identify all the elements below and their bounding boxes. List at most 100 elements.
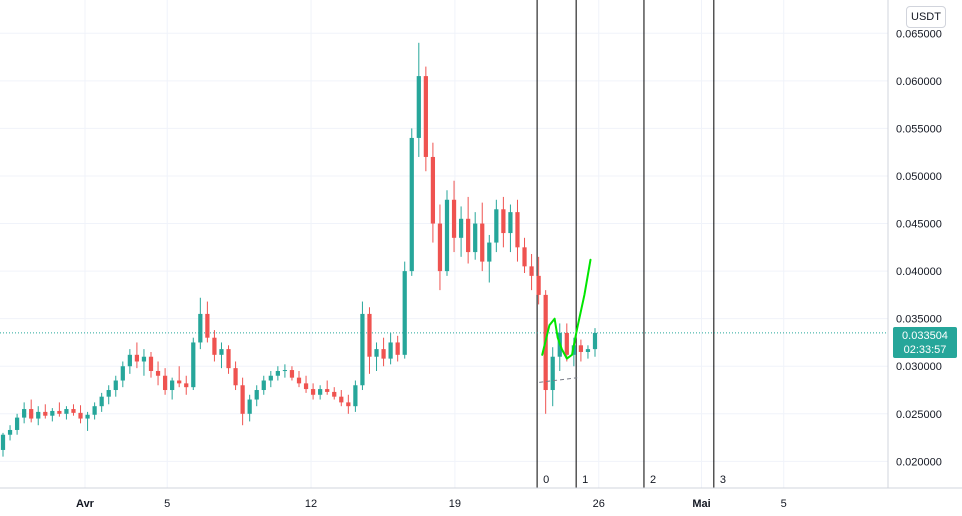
candle-body (353, 385, 358, 407)
candle-body (226, 349, 231, 369)
price-tick-label: 0.035000 (896, 314, 942, 326)
price-tick-label: 0.065000 (896, 28, 942, 40)
candle-body (191, 342, 196, 388)
candle-body (360, 313, 365, 386)
candle-body (423, 76, 428, 157)
candle-body (78, 412, 83, 419)
candle-body (529, 266, 534, 276)
candle-body (346, 402, 351, 407)
candle-body (564, 332, 569, 355)
candle-body (416, 76, 421, 138)
candle-body (332, 391, 337, 397)
candle-body (134, 354, 140, 362)
time-tick-label: 12 (305, 498, 317, 510)
price-tick-label: 0.020000 (896, 456, 942, 468)
candle-body (515, 212, 520, 248)
candle-body (296, 377, 302, 384)
candle-body (233, 368, 238, 386)
candle-body (219, 349, 224, 355)
price-tick-label: 0.060000 (896, 76, 942, 88)
time-tick-label: Avr (76, 498, 95, 510)
candle-body (0, 434, 6, 450)
candle-body (480, 223, 485, 262)
candle-body (268, 375, 273, 381)
candle-body (289, 370, 295, 378)
candle-body (444, 199, 450, 272)
candle-body (92, 406, 97, 415)
candle-body (592, 332, 598, 350)
candle-body (120, 366, 125, 381)
candle-body (466, 218, 471, 253)
candle-body (487, 242, 492, 262)
candle-body (318, 389, 323, 395)
candle-body (141, 356, 147, 362)
candle-countdown: 02:33:57 (903, 344, 947, 356)
candle-body (325, 389, 330, 392)
currency-button[interactable]: USDT (906, 6, 946, 28)
candle-body (205, 313, 210, 338)
candle-body (29, 409, 34, 419)
marker-label: 3 (720, 474, 726, 486)
candle-body (113, 380, 118, 391)
drawings[interactable] (539, 258, 592, 383)
candle-body (50, 410, 55, 416)
candle-body (85, 414, 90, 419)
price-tick-label: 0.045000 (896, 219, 942, 231)
price-tick-label: 0.050000 (896, 171, 942, 183)
candle-body (247, 399, 252, 414)
candle-body (522, 247, 527, 267)
candle-body (261, 380, 266, 391)
candle-body (275, 370, 280, 376)
time-tick-label: Mai (692, 498, 710, 510)
time-tick-label: 26 (593, 498, 605, 510)
drawn-curve (541, 258, 592, 360)
candle-body (282, 370, 288, 372)
vertical-markers: 0 1 2 3 (536, 0, 726, 488)
candle-body (395, 342, 400, 355)
candle-body (254, 390, 259, 400)
candle-body (501, 209, 506, 234)
price-tick-label: 0.040000 (896, 266, 942, 278)
candle-body (473, 223, 478, 253)
candle-body (430, 156, 436, 224)
candle-body (106, 390, 111, 397)
time-axis[interactable]: Avr 5 12 19 26 Mai 5 (76, 498, 787, 510)
marker-label: 1 (582, 474, 588, 486)
candle-body (240, 385, 245, 414)
candle-body (310, 389, 316, 395)
candle-body (57, 410, 62, 414)
candle-body (43, 411, 48, 416)
candle-body (64, 409, 69, 414)
candle-body (177, 380, 182, 384)
candle-body (170, 380, 175, 391)
candle-body (585, 349, 591, 352)
last-price-value: 0.033504 (902, 330, 948, 342)
candle-body (148, 356, 154, 371)
candle-body (7, 429, 13, 435)
candle-body (451, 199, 457, 238)
last-price-tag: 0.033504 02:33:57 (893, 327, 957, 358)
candle-body (536, 275, 541, 295)
grid-lines (0, 0, 888, 488)
candle-body (409, 137, 414, 272)
price-tick-label: 0.030000 (896, 361, 942, 373)
dashed-support-line (539, 377, 578, 383)
candle-body (14, 417, 20, 430)
time-tick-label: 5 (164, 498, 170, 510)
marker-label: 2 (650, 474, 656, 486)
candle-body (303, 383, 309, 390)
time-tick-label: 19 (449, 498, 461, 510)
candle-body (388, 342, 393, 359)
candle-body (402, 271, 407, 355)
price-tick-label: 0.025000 (896, 409, 942, 421)
candle-body (22, 409, 27, 418)
candle-body (374, 349, 379, 357)
candle-body (162, 375, 168, 391)
candle-body (494, 209, 499, 243)
candle-body (437, 223, 443, 272)
candle-body (381, 349, 386, 359)
price-axis[interactable]: 0.065000 0.060000 0.055000 0.050000 0.045000… (896, 28, 942, 468)
candle-body (212, 337, 217, 355)
candle-body (99, 396, 104, 407)
